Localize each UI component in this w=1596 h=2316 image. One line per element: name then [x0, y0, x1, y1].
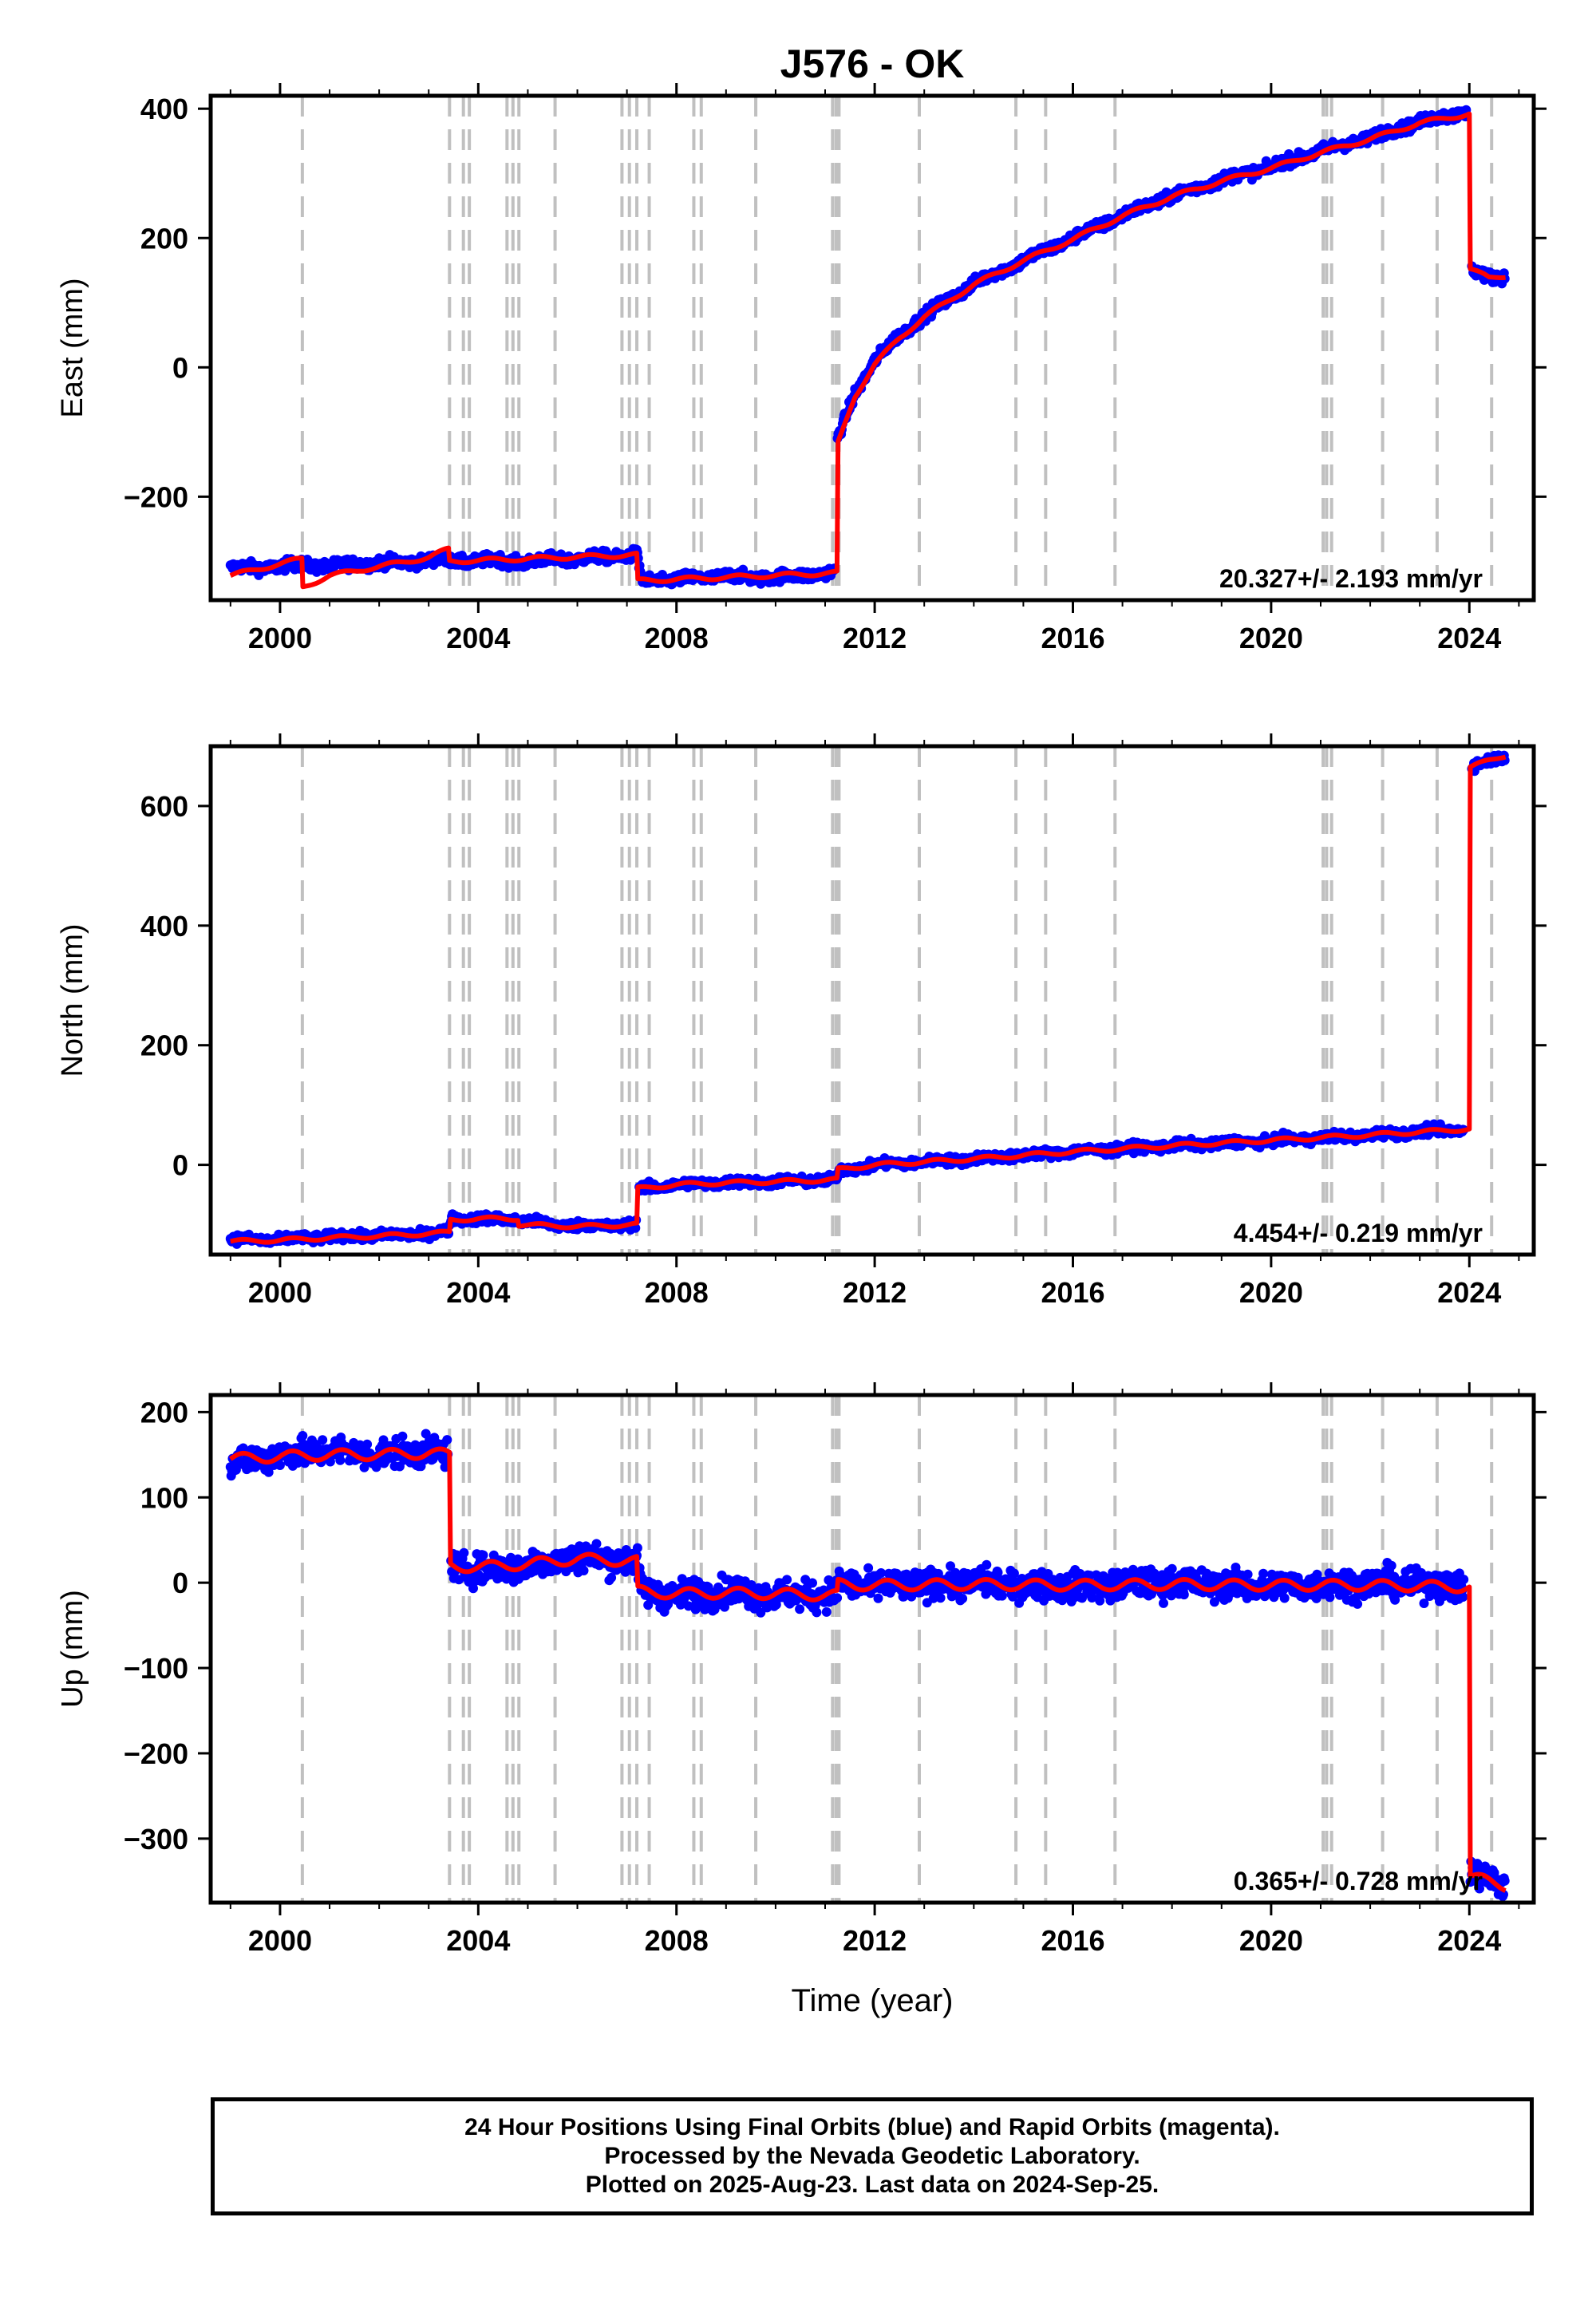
- position-point: [863, 1563, 874, 1573]
- position-point: [298, 1431, 308, 1441]
- panel-north: 2000 2004 2008 2012 2016 2020 2024 0 200 400 600 No…: [56, 733, 1547, 1309]
- x-tick-label: 2012: [843, 1276, 907, 1309]
- model-fit-line: [229, 111, 1507, 590]
- x-tick-label: 2008: [645, 622, 709, 654]
- plot-area: [225, 1395, 1510, 1903]
- x-tick-label: 2020: [1239, 622, 1303, 654]
- position-point: [982, 1559, 992, 1570]
- position-point: [935, 1593, 946, 1603]
- position-point: [812, 1607, 822, 1618]
- y-tick-label: 0: [172, 1149, 188, 1182]
- rate-label: 4.454+/- 0.219 mm/yr: [1234, 1219, 1483, 1247]
- position-point: [782, 1575, 792, 1585]
- position-point: [821, 1607, 832, 1617]
- y-tick-label: 400: [140, 910, 188, 943]
- y-tick-label: −200: [124, 480, 188, 513]
- position-point: [579, 1566, 589, 1575]
- position-point: [442, 1435, 452, 1445]
- x-tick-label: 2016: [1041, 622, 1104, 654]
- position-point: [318, 1435, 328, 1445]
- rate-label: 20.327+/- 2.193 mm/yr: [1219, 564, 1483, 593]
- position-point: [362, 1439, 373, 1449]
- axes-frame: [208, 93, 1536, 603]
- x-tick-label: 2024: [1437, 622, 1501, 654]
- x-tick-label: 2004: [446, 1276, 510, 1309]
- model-fit-line: [229, 754, 1507, 1245]
- y-tick-label: 200: [140, 222, 188, 255]
- x-tick-label: 2000: [248, 622, 312, 654]
- position-point: [275, 1460, 285, 1470]
- x-tick-label: 2024: [1437, 1276, 1501, 1309]
- x-tick-label: 2000: [248, 1276, 312, 1309]
- position-point: [478, 1550, 488, 1560]
- final-orbit-points: [225, 105, 1510, 590]
- chart-title: J576 - OK: [780, 41, 965, 86]
- x-tick-label: 2008: [645, 1276, 709, 1309]
- x-tick-label: 2016: [1041, 1276, 1104, 1309]
- y-axis-label: North (mm): [56, 923, 89, 1077]
- panels: 2000 2004 2008 2012 2016 2020 2024−2000200400E…: [56, 83, 1547, 1957]
- position-point: [958, 1594, 968, 1603]
- x-tick-label: 2004: [446, 622, 510, 654]
- plot-area: [225, 96, 1510, 600]
- y-tick-label: 200: [140, 1030, 188, 1062]
- position-point: [873, 1593, 883, 1603]
- panel-up: 2000 2004 2008 2012 2016 2020 2024−300−200−100…: [56, 1382, 1547, 1957]
- y-axis-label: East (mm): [56, 278, 89, 417]
- x-tick-label: 2012: [843, 622, 907, 654]
- y-tick-label: 600: [140, 790, 188, 823]
- y-tick-label: 0: [172, 351, 188, 384]
- position-point: [632, 1543, 642, 1553]
- position-point: [335, 1455, 346, 1465]
- final-orbit-points: [225, 1429, 1510, 1902]
- position-point: [832, 1593, 843, 1603]
- y-tick-label: 400: [140, 93, 188, 125]
- final-orbit-points: [225, 750, 1510, 1249]
- position-point: [808, 1578, 817, 1588]
- x-tick-label: 2020: [1239, 1276, 1303, 1309]
- panel-east: 2000 2004 2008 2012 2016 2020 2024 −200 0 200 400 E…: [56, 83, 1547, 654]
- position-point: [459, 1547, 469, 1558]
- position-point: [795, 1604, 805, 1614]
- plot-area: [225, 746, 1510, 1255]
- position-point: [397, 1431, 408, 1441]
- axes-frame: [208, 744, 1536, 1257]
- position-point: [591, 1539, 602, 1549]
